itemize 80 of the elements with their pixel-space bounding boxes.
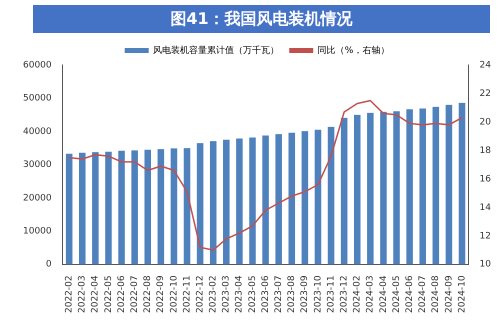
x-tick-label: 2023-10 <box>313 275 324 314</box>
bar <box>380 112 387 264</box>
x-tick-label: 2023-05 <box>248 275 258 314</box>
bar <box>262 135 269 264</box>
x-tick-label: 2022-05 <box>104 275 114 314</box>
y2-tick-label: 24 <box>480 60 492 70</box>
bar <box>302 131 308 264</box>
y-tick-label: 40000 <box>22 126 52 137</box>
y2-tick-label: 20 <box>480 117 492 128</box>
y2-tick-label: 10 <box>480 260 492 270</box>
x-tick-label: 2024-07 <box>418 275 428 314</box>
bar <box>340 118 348 264</box>
x-tick-label: 2024-03 <box>366 275 376 314</box>
y2-tick-label: 16 <box>480 174 492 184</box>
y2-tick-label: 12 <box>480 231 491 242</box>
x-tick-label: 2024-09 <box>444 275 454 314</box>
y-tick-label: 50000 <box>22 94 52 104</box>
x-tick-label: 2023-09 <box>300 275 310 314</box>
bar <box>184 148 190 264</box>
bar <box>223 140 230 264</box>
bar <box>406 109 413 264</box>
x-tick-label: 2022-02 <box>64 275 75 314</box>
x-tick-label: 2024-04 <box>378 275 389 314</box>
bar <box>158 149 164 264</box>
x-tick-label: 2023-04 <box>234 275 245 314</box>
x-tick-label: 2024-08 <box>431 275 442 314</box>
bar <box>92 152 99 264</box>
legend-label: 风电装机容量累计值（万千瓦） <box>153 44 280 56</box>
bar <box>118 150 125 264</box>
x-tick-label: 2023-02 <box>208 275 219 314</box>
y2-tick-label: 18 <box>480 146 492 156</box>
bar <box>66 154 72 264</box>
bar <box>446 104 452 264</box>
x-tick-label: 2023-11 <box>326 275 336 314</box>
y-tick-label: 30000 <box>22 160 52 170</box>
bar <box>314 130 322 264</box>
x-tick-label: 2022-10 <box>169 275 180 314</box>
bar <box>288 132 296 264</box>
x-tick-label: 2024-06 <box>404 275 415 314</box>
x-tick-label: 2022-12 <box>195 275 206 314</box>
y-tick-label: 20000 <box>22 193 52 204</box>
bar <box>210 141 216 264</box>
y2-tick-label: 22 <box>480 88 491 99</box>
x-tick-label: 2022-04 <box>90 275 101 314</box>
bar <box>393 111 400 264</box>
bar <box>275 134 282 264</box>
x-tick-label: 2023-08 <box>287 275 298 314</box>
bar <box>131 150 138 264</box>
x-tick-label: 2022-11 <box>182 275 192 314</box>
bar <box>354 114 361 264</box>
y-tick-label: 10000 <box>22 226 52 237</box>
bar <box>196 143 204 264</box>
y-tick-label: 60000 <box>22 60 52 70</box>
x-tick-label: 2024-02 <box>352 275 363 314</box>
bar <box>432 106 440 264</box>
y2-tick-label: 14 <box>480 202 492 213</box>
x-tick-label: 2022-07 <box>130 275 140 314</box>
chart-title: 图41：我国风电装机情况 <box>33 5 490 33</box>
legend-label: 同比（%，右轴） <box>318 44 390 56</box>
bar <box>170 148 178 264</box>
x-tick-label: 2023-03 <box>222 275 232 314</box>
x-tick-label: 2024-05 <box>392 275 402 314</box>
bar <box>236 138 243 264</box>
x-tick-label: 2023-07 <box>274 275 284 314</box>
x-tick-label: 2024-10 <box>457 275 468 314</box>
bar <box>144 150 152 264</box>
y-tick-label: 0 <box>46 260 52 270</box>
bar <box>328 126 334 264</box>
x-tick-label: 2022-06 <box>116 275 127 314</box>
x-tick-label: 2023-06 <box>260 275 271 314</box>
bar <box>458 102 466 264</box>
bar <box>367 112 374 264</box>
x-tick-label: 2023-12 <box>340 275 350 314</box>
x-tick-label: 2022-08 <box>143 275 154 314</box>
bar <box>79 152 86 264</box>
x-tick-label: 2022-03 <box>78 275 88 314</box>
bar <box>249 137 256 264</box>
bar <box>419 108 426 264</box>
x-tick-label: 2022-09 <box>156 275 166 314</box>
bar <box>105 152 112 264</box>
